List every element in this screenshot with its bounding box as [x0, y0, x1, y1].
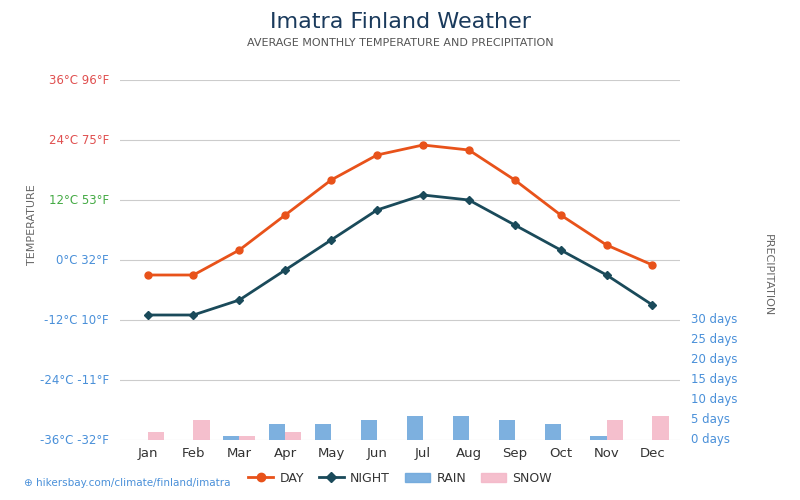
Text: PRECIPITATION: PRECIPITATION	[763, 234, 773, 316]
Text: 25 days: 25 days	[691, 334, 738, 346]
Text: -24°C -11°F: -24°C -11°F	[40, 374, 109, 386]
Bar	[315, 424, 331, 440]
Text: 5 days: 5 days	[691, 414, 730, 426]
Bar	[194, 420, 210, 440]
Text: 36°C 96°F: 36°C 96°F	[49, 74, 109, 86]
Bar	[361, 420, 377, 440]
Text: 20 days: 20 days	[691, 354, 738, 366]
Bar	[286, 432, 302, 440]
Bar	[590, 436, 606, 440]
Bar	[545, 424, 561, 440]
Text: TEMPERATURE: TEMPERATURE	[27, 184, 37, 266]
Bar	[269, 424, 286, 440]
Text: 0 days: 0 days	[691, 434, 730, 446]
Text: 24°C 75°F: 24°C 75°F	[49, 134, 109, 146]
Bar	[606, 420, 622, 440]
Bar	[147, 432, 164, 440]
Text: Imatra Finland Weather: Imatra Finland Weather	[270, 12, 530, 32]
Text: 0°C 32°F: 0°C 32°F	[56, 254, 109, 266]
Text: 12°C 53°F: 12°C 53°F	[49, 194, 109, 206]
Bar	[239, 436, 255, 440]
Legend: DAY, NIGHT, RAIN, SNOW: DAY, NIGHT, RAIN, SNOW	[243, 466, 557, 489]
Bar	[498, 420, 514, 440]
Text: AVERAGE MONTHLY TEMPERATURE AND PRECIPITATION: AVERAGE MONTHLY TEMPERATURE AND PRECIPIT…	[246, 38, 554, 48]
Text: 30 days: 30 days	[691, 314, 738, 326]
Text: -36°C -32°F: -36°C -32°F	[40, 434, 109, 446]
Bar	[407, 416, 423, 440]
Bar	[453, 416, 469, 440]
Bar	[223, 436, 239, 440]
Text: -12°C 10°F: -12°C 10°F	[44, 314, 109, 326]
Bar	[653, 416, 669, 440]
Text: 10 days: 10 days	[691, 394, 738, 406]
Text: 15 days: 15 days	[691, 374, 738, 386]
Text: ⊕ hikersbay.com/climate/finland/imatra: ⊕ hikersbay.com/climate/finland/imatra	[24, 478, 230, 488]
